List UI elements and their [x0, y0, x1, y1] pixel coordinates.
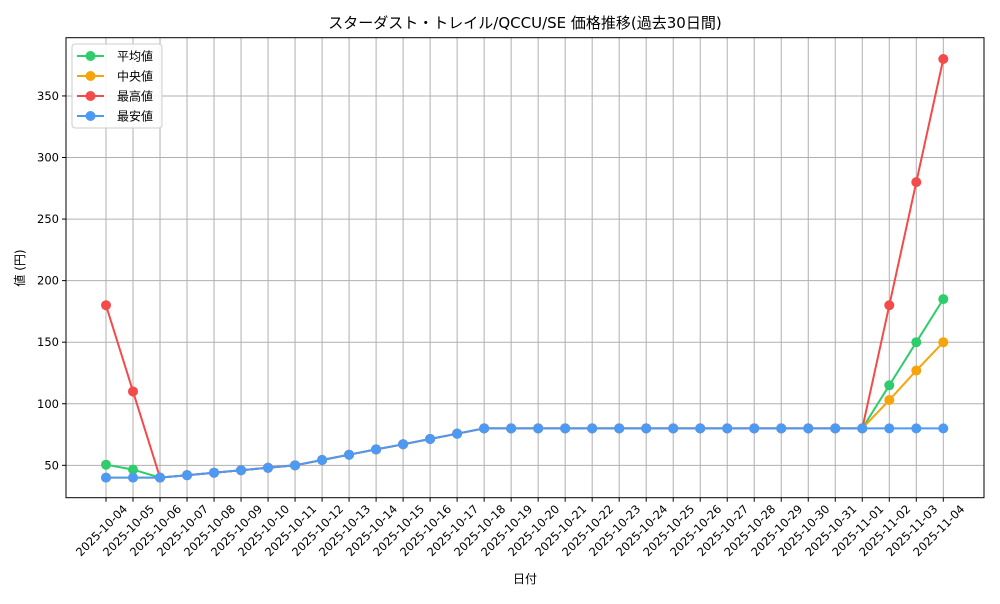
legend-item: 平均値 [77, 49, 153, 64]
legend-label: 平均値 [117, 49, 153, 64]
data-point-marker [290, 460, 301, 471]
y-tick-label: 250 [37, 212, 59, 226]
y-tick-label: 150 [37, 335, 59, 349]
data-point-marker [101, 459, 111, 470]
data-point-marker [884, 380, 895, 391]
data-point-marker [587, 423, 598, 434]
series-3 [101, 423, 949, 483]
data-point-marker [479, 423, 490, 434]
data-point-marker [884, 395, 895, 406]
data-point-marker [182, 470, 193, 481]
data-point-marker [830, 423, 841, 434]
legend-item: 中央値 [77, 69, 153, 84]
y-axis-label: 値 (円) [12, 249, 27, 286]
data-point-marker [911, 365, 922, 376]
legend-marker-icon [85, 91, 96, 101]
data-point-marker [722, 423, 733, 434]
data-point-marker [533, 423, 544, 434]
data-point-marker [857, 423, 868, 434]
data-point-marker [695, 423, 706, 434]
data-point-marker [911, 423, 922, 434]
data-series [101, 54, 949, 483]
series-1 [101, 337, 949, 483]
y-tick-label: 300 [37, 151, 59, 165]
data-point-marker [209, 467, 220, 478]
data-point-marker [884, 423, 895, 434]
x-axis-ticks: 2025-10-042025-10-052025-10-062025-10-07… [73, 497, 967, 559]
data-point-marker [317, 455, 328, 466]
legend-marker-icon [85, 111, 96, 121]
data-point-marker [155, 472, 166, 483]
data-point-marker [938, 337, 949, 348]
series-line [105, 58, 945, 479]
legend-marker-icon [85, 71, 96, 81]
y-tick-label: 200 [37, 274, 59, 288]
data-point-marker [668, 423, 679, 434]
data-point-marker [938, 294, 949, 305]
legend-label: 最高値 [117, 89, 153, 104]
legend-marker-icon [85, 51, 96, 61]
x-axis-label: 日付 [513, 572, 537, 586]
legend-item: 最安値 [77, 109, 153, 124]
data-point-marker [128, 472, 139, 483]
data-point-marker [236, 465, 247, 476]
data-point-marker [452, 428, 463, 439]
data-point-marker [560, 423, 571, 434]
legend-box [71, 43, 163, 129]
data-point-marker [749, 423, 760, 434]
data-point-marker [776, 423, 787, 434]
data-point-marker [101, 472, 111, 483]
y-tick-label: 100 [37, 397, 59, 411]
data-point-marker [614, 423, 625, 434]
y-tick-label: 50 [44, 458, 59, 472]
data-point-marker [128, 386, 139, 397]
data-point-marker [911, 177, 922, 188]
series-line [105, 298, 945, 479]
data-point-marker [398, 439, 409, 450]
data-point-marker [371, 444, 382, 455]
data-point-marker [938, 54, 949, 65]
data-point-marker [938, 423, 949, 434]
data-point-marker [803, 423, 814, 434]
data-point-marker [344, 449, 355, 460]
data-point-marker [641, 423, 652, 434]
data-point-marker [425, 433, 436, 444]
data-point-marker [506, 423, 517, 434]
plot-area-frame [65, 37, 985, 499]
chart-title: スターダスト・トレイル/QCCU/SE 価格推移(過去30日間) [328, 14, 721, 32]
legend-label: 最安値 [117, 109, 153, 124]
data-point-marker [263, 462, 274, 473]
series-2 [101, 54, 949, 483]
legend-item: 最高値 [77, 89, 153, 104]
series-line [106, 341, 945, 479]
data-point-marker [128, 464, 139, 475]
legend-label: 中央値 [117, 69, 153, 84]
y-tick-label: 350 [37, 89, 59, 103]
data-point-marker [911, 337, 922, 348]
data-point-marker [884, 300, 895, 311]
y-axis-ticks: 50 100 150 200 250 300 350 [37, 89, 66, 472]
grid-lines [66, 37, 984, 498]
data-point-marker [101, 300, 111, 311]
series-line [106, 427, 944, 479]
series-0 [101, 294, 949, 483]
